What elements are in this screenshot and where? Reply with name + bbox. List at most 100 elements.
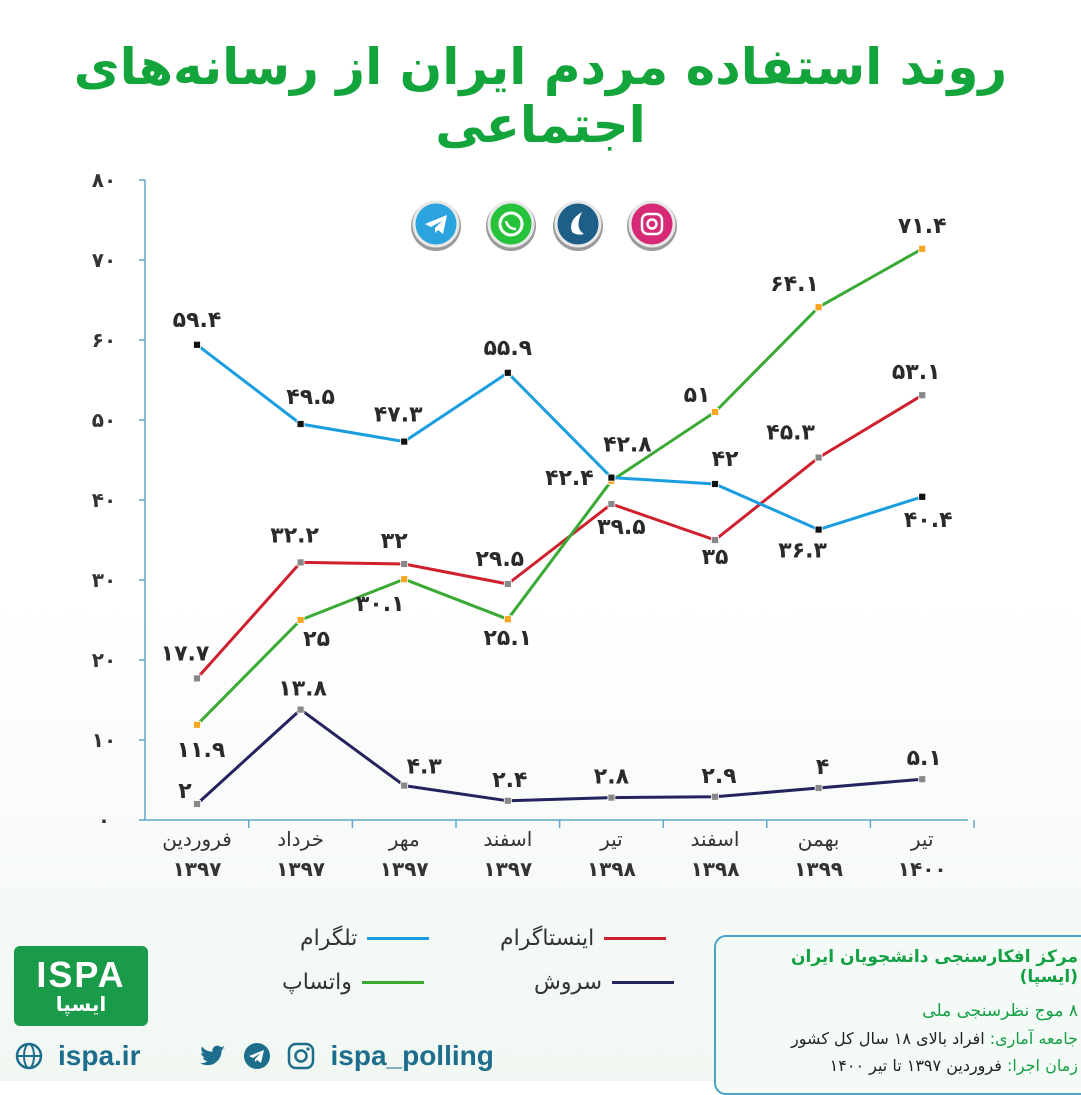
page-title: روند استفاده مردم ایران از رسانه‌های اجت… (73, 38, 1008, 154)
instagram-icon (627, 200, 677, 251)
data-point (814, 453, 823, 462)
ispa-logo: ISPA ایسپا (14, 946, 148, 1026)
survey-waves: ۸ موج نظرسنجی ملی (922, 1001, 1078, 1021)
data-label: ۵۱ (684, 383, 711, 408)
data-label: ۳۲ (381, 529, 408, 554)
population-key: جامعه آماری: (989, 1029, 1078, 1048)
website-link[interactable]: ispa.ir (58, 1040, 141, 1071)
data-point (607, 473, 616, 482)
data-point (400, 575, 409, 584)
data-label: ۴۷.۳ (374, 403, 423, 428)
series-line-1 (195, 247, 923, 726)
x-tick-year: ۱۳۹۸ (587, 857, 636, 881)
x-tick-year: ۱۴۰۰ (898, 857, 947, 881)
data-label: ۳۹.۵ (597, 515, 646, 540)
data-label: ۳۶.۳ (778, 539, 827, 564)
y-tick-label: ۳۰ (92, 568, 116, 592)
icon-disc (487, 200, 535, 248)
y-tick-label: ۷۰ (92, 248, 116, 272)
data-point (711, 536, 719, 544)
series-line-3 (195, 708, 923, 806)
y-tick-label: ۸۰ (92, 168, 116, 192)
legend-label-instagram: اینستاگرام (500, 926, 595, 951)
data-label: ۲۵.۱ (483, 626, 532, 651)
data-point (918, 244, 927, 253)
period-key: زمان اجرا: (1006, 1056, 1078, 1075)
x-tick-label: تیر (910, 827, 934, 851)
data-point (814, 525, 823, 534)
data-label: ۷۱.۴ (898, 214, 947, 239)
data-label: ۳۰.۱ (356, 592, 405, 617)
legend-swatch-whatsapp (361, 981, 424, 984)
data-point (607, 793, 616, 802)
app-icons-row (411, 200, 677, 251)
legend-whatsapp: واتساپ (282, 970, 424, 995)
icon-disc (628, 200, 676, 248)
data-label: ۳۵ (702, 545, 729, 570)
data-label: ۴۵.۳ (766, 421, 815, 446)
data-label: ۴۲ (712, 447, 739, 472)
data-label: ۳۲.۲ (270, 523, 319, 548)
series-lines (195, 247, 923, 806)
data-point (503, 580, 512, 588)
data-label: ۵۳.۱ (892, 360, 941, 385)
y-tick-label: ۵۰ (92, 408, 116, 432)
instagram-frame (640, 212, 664, 236)
series-line-2 (195, 393, 923, 680)
data-point (296, 558, 305, 567)
data-point (400, 560, 409, 568)
legend-swatch-instagram (604, 937, 667, 940)
data-point (503, 796, 512, 805)
x-tick-year: ۱۳۹۷ (380, 857, 429, 881)
population-row: جامعه آماری: افراد بالای ۱۸ سال کل کشور (730, 1029, 1078, 1048)
whatsapp-icon (486, 200, 536, 251)
data-point (400, 781, 409, 790)
data-point (193, 800, 201, 808)
data-label: ۲.۹ (701, 764, 736, 789)
social-handle[interactable]: ispa_polling (330, 1040, 494, 1071)
data-label: ۲ (178, 779, 192, 804)
data-point (503, 368, 512, 377)
y-tick-label: ۰ (98, 808, 110, 832)
logo-latin: ISPA (36, 954, 126, 995)
data-label: ۵۹.۴ (173, 308, 222, 333)
period-row: زمان اجرا: فروردین ۱۳۹۷ تا تیر ۱۴۰۰ (730, 1056, 1078, 1075)
x-tick-label: تیر (599, 827, 623, 851)
data-label: ۴۲.۴ (545, 466, 594, 491)
x-tick-year: ۱۳۹۸ (691, 857, 740, 881)
data-point (711, 408, 719, 416)
telegram-glyph (425, 215, 447, 234)
series-markers (193, 244, 927, 808)
data-point (503, 615, 512, 624)
twitter-icon[interactable] (198, 1041, 228, 1071)
legend-swatch-telegram (367, 937, 430, 940)
data-point (193, 674, 201, 683)
data-point (814, 303, 823, 312)
x-tick-year: ۱۳۹۷ (173, 857, 222, 881)
org-name: مرکز افکارسنجی دانشجویان ایران (ایسپا) (791, 947, 1078, 987)
data-point (296, 616, 305, 624)
y-tick-label: ۱۰ (92, 728, 116, 752)
y-tick-label: ۶۰ (92, 328, 116, 352)
instagram-lens (646, 218, 658, 230)
footer: ispa.ir ispa_polling (14, 1036, 514, 1076)
data-point (711, 792, 719, 801)
legend-telegram: تلگرام (300, 926, 430, 951)
data-label: ۵.۱ (907, 746, 942, 771)
data-point (711, 480, 719, 488)
instagram-footer-icon[interactable] (286, 1041, 316, 1071)
legend-instagram: اینستاگرام (500, 926, 667, 951)
data-label: ۲.۴ (492, 768, 527, 793)
telegram-icon (411, 200, 461, 251)
legend-swatch-soroush (612, 981, 675, 984)
data-label: ۴.۳ (407, 755, 443, 780)
data-point (193, 720, 201, 729)
data-point (918, 391, 927, 400)
data-label: ۲۵ (303, 627, 330, 652)
telegram-footer-icon[interactable] (242, 1041, 272, 1071)
x-tick-label: مهر (388, 827, 420, 851)
y-tick-label: ۲۰ (92, 648, 116, 672)
data-label: ۶۴.۱ (770, 272, 819, 297)
chart-axes: ۰ ۱۰ ۲۰ ۳۰ ۴۰ ۵۰ ۶۰ ۷۰ ۸۰ فروردین ۱۳۹۷ خرداد ۱۳۹۷ مهر… (92, 168, 975, 881)
logo-persian: ایسپا (55, 992, 107, 1016)
